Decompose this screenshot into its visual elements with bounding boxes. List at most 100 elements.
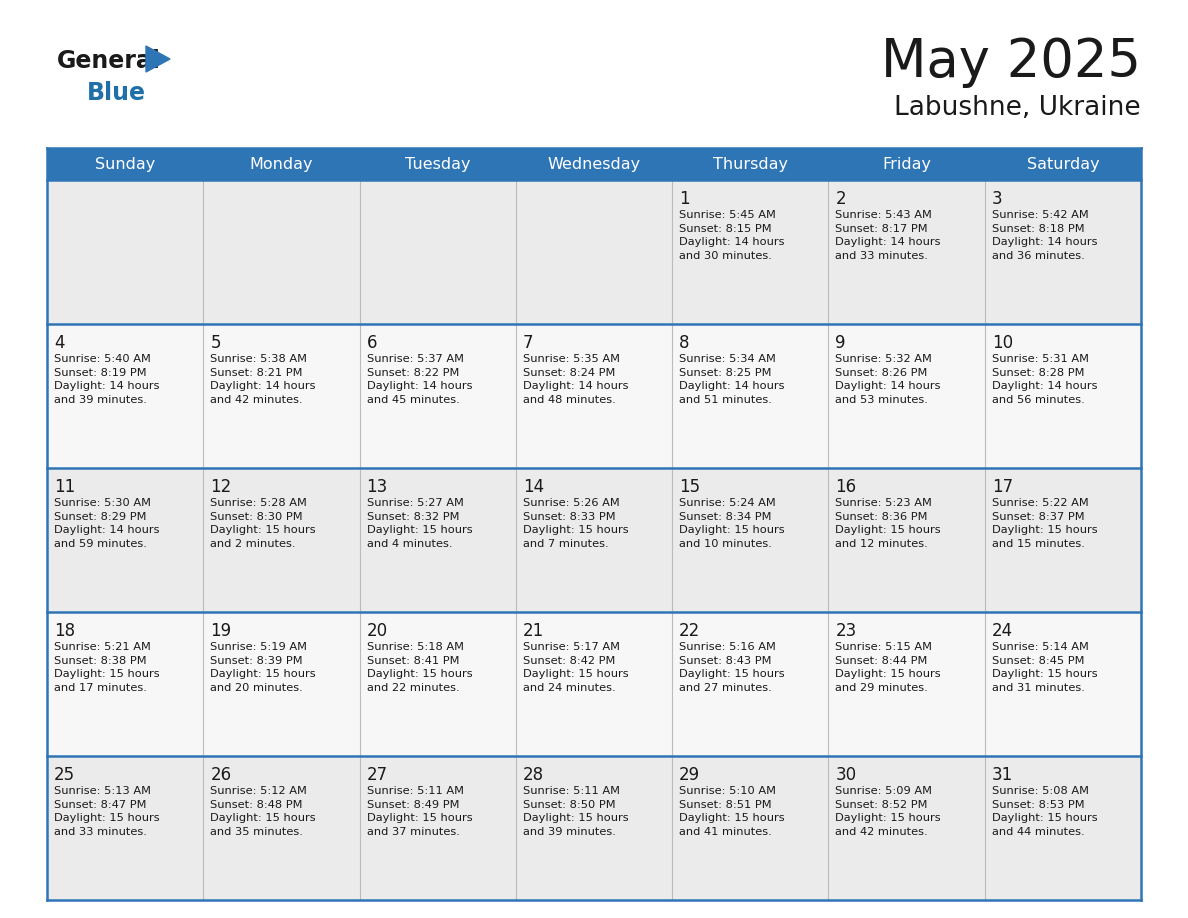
Text: 9: 9 [835, 334, 846, 352]
Bar [985, 148, 1140, 180]
Text: 27: 27 [367, 766, 387, 784]
Text: 19: 19 [210, 622, 232, 640]
Bar [48, 180, 203, 324]
Bar [828, 468, 985, 612]
Text: 8: 8 [680, 334, 690, 352]
Text: Sunrise: 5:08 AM
Sunset: 8:53 PM
Daylight: 15 hours
and 44 minutes.: Sunrise: 5:08 AM Sunset: 8:53 PM Dayligh… [992, 786, 1098, 837]
Text: 6: 6 [367, 334, 377, 352]
Polygon shape [146, 46, 170, 72]
Bar [828, 612, 985, 756]
Text: Monday: Monday [249, 156, 314, 172]
Text: Sunrise: 5:10 AM
Sunset: 8:51 PM
Daylight: 15 hours
and 41 minutes.: Sunrise: 5:10 AM Sunset: 8:51 PM Dayligh… [680, 786, 785, 837]
Text: 1: 1 [680, 190, 690, 208]
Bar [672, 468, 828, 612]
Text: 31: 31 [992, 766, 1013, 784]
Bar [360, 180, 516, 324]
Bar [48, 756, 203, 900]
Text: 12: 12 [210, 478, 232, 496]
Text: 24: 24 [992, 622, 1013, 640]
Bar [985, 756, 1140, 900]
Text: 7: 7 [523, 334, 533, 352]
Bar [985, 468, 1140, 612]
Bar [672, 148, 828, 180]
Text: Sunrise: 5:16 AM
Sunset: 8:43 PM
Daylight: 15 hours
and 27 minutes.: Sunrise: 5:16 AM Sunset: 8:43 PM Dayligh… [680, 642, 785, 693]
Text: Sunrise: 5:43 AM
Sunset: 8:17 PM
Daylight: 14 hours
and 33 minutes.: Sunrise: 5:43 AM Sunset: 8:17 PM Dayligh… [835, 210, 941, 261]
Text: Sunrise: 5:19 AM
Sunset: 8:39 PM
Daylight: 15 hours
and 20 minutes.: Sunrise: 5:19 AM Sunset: 8:39 PM Dayligh… [210, 642, 316, 693]
Text: Saturday: Saturday [1026, 156, 1099, 172]
Bar [360, 148, 516, 180]
Text: Sunrise: 5:11 AM
Sunset: 8:49 PM
Daylight: 15 hours
and 37 minutes.: Sunrise: 5:11 AM Sunset: 8:49 PM Dayligh… [367, 786, 472, 837]
Text: Sunrise: 5:31 AM
Sunset: 8:28 PM
Daylight: 14 hours
and 56 minutes.: Sunrise: 5:31 AM Sunset: 8:28 PM Dayligh… [992, 354, 1098, 405]
Bar [828, 324, 985, 468]
Text: Blue: Blue [87, 81, 146, 105]
Text: Sunrise: 5:45 AM
Sunset: 8:15 PM
Daylight: 14 hours
and 30 minutes.: Sunrise: 5:45 AM Sunset: 8:15 PM Dayligh… [680, 210, 784, 261]
Text: 17: 17 [992, 478, 1013, 496]
Text: Sunrise: 5:26 AM
Sunset: 8:33 PM
Daylight: 15 hours
and 7 minutes.: Sunrise: 5:26 AM Sunset: 8:33 PM Dayligh… [523, 498, 628, 549]
Bar [672, 612, 828, 756]
Text: Sunrise: 5:28 AM
Sunset: 8:30 PM
Daylight: 15 hours
and 2 minutes.: Sunrise: 5:28 AM Sunset: 8:30 PM Dayligh… [210, 498, 316, 549]
Text: Sunrise: 5:18 AM
Sunset: 8:41 PM
Daylight: 15 hours
and 22 minutes.: Sunrise: 5:18 AM Sunset: 8:41 PM Dayligh… [367, 642, 472, 693]
Bar [203, 324, 360, 468]
Bar [516, 756, 672, 900]
Text: Sunrise: 5:42 AM
Sunset: 8:18 PM
Daylight: 14 hours
and 36 minutes.: Sunrise: 5:42 AM Sunset: 8:18 PM Dayligh… [992, 210, 1098, 261]
Text: 20: 20 [367, 622, 387, 640]
Text: 26: 26 [210, 766, 232, 784]
Text: Sunrise: 5:17 AM
Sunset: 8:42 PM
Daylight: 15 hours
and 24 minutes.: Sunrise: 5:17 AM Sunset: 8:42 PM Dayligh… [523, 642, 628, 693]
Bar [203, 612, 360, 756]
Text: Sunrise: 5:27 AM
Sunset: 8:32 PM
Daylight: 15 hours
and 4 minutes.: Sunrise: 5:27 AM Sunset: 8:32 PM Dayligh… [367, 498, 472, 549]
Bar [360, 612, 516, 756]
Text: 11: 11 [53, 478, 75, 496]
Text: Wednesday: Wednesday [548, 156, 640, 172]
Text: Sunrise: 5:24 AM
Sunset: 8:34 PM
Daylight: 15 hours
and 10 minutes.: Sunrise: 5:24 AM Sunset: 8:34 PM Dayligh… [680, 498, 785, 549]
Bar [203, 180, 360, 324]
Text: Sunday: Sunday [95, 156, 156, 172]
Bar [985, 612, 1140, 756]
Bar [203, 148, 360, 180]
Bar [516, 468, 672, 612]
Bar [516, 324, 672, 468]
Text: 18: 18 [53, 622, 75, 640]
Text: 3: 3 [992, 190, 1003, 208]
Text: 25: 25 [53, 766, 75, 784]
Text: Sunrise: 5:35 AM
Sunset: 8:24 PM
Daylight: 14 hours
and 48 minutes.: Sunrise: 5:35 AM Sunset: 8:24 PM Dayligh… [523, 354, 628, 405]
Bar [985, 324, 1140, 468]
Bar [516, 148, 672, 180]
Bar [360, 468, 516, 612]
Bar [828, 148, 985, 180]
Text: 22: 22 [680, 622, 701, 640]
Text: Sunrise: 5:30 AM
Sunset: 8:29 PM
Daylight: 14 hours
and 59 minutes.: Sunrise: 5:30 AM Sunset: 8:29 PM Dayligh… [53, 498, 159, 549]
Bar [48, 468, 203, 612]
Text: 4: 4 [53, 334, 64, 352]
Text: Sunrise: 5:22 AM
Sunset: 8:37 PM
Daylight: 15 hours
and 15 minutes.: Sunrise: 5:22 AM Sunset: 8:37 PM Dayligh… [992, 498, 1098, 549]
Bar [985, 180, 1140, 324]
Text: General: General [57, 49, 160, 73]
Bar [360, 756, 516, 900]
Text: Sunrise: 5:38 AM
Sunset: 8:21 PM
Daylight: 14 hours
and 42 minutes.: Sunrise: 5:38 AM Sunset: 8:21 PM Dayligh… [210, 354, 316, 405]
Text: Sunrise: 5:14 AM
Sunset: 8:45 PM
Daylight: 15 hours
and 31 minutes.: Sunrise: 5:14 AM Sunset: 8:45 PM Dayligh… [992, 642, 1098, 693]
Bar [672, 180, 828, 324]
Text: 10: 10 [992, 334, 1013, 352]
Bar [828, 756, 985, 900]
Text: Sunrise: 5:13 AM
Sunset: 8:47 PM
Daylight: 15 hours
and 33 minutes.: Sunrise: 5:13 AM Sunset: 8:47 PM Dayligh… [53, 786, 159, 837]
Text: Friday: Friday [881, 156, 931, 172]
Text: Sunrise: 5:23 AM
Sunset: 8:36 PM
Daylight: 15 hours
and 12 minutes.: Sunrise: 5:23 AM Sunset: 8:36 PM Dayligh… [835, 498, 941, 549]
Bar [516, 180, 672, 324]
Text: 15: 15 [680, 478, 700, 496]
Text: 30: 30 [835, 766, 857, 784]
Text: 13: 13 [367, 478, 387, 496]
Text: Sunrise: 5:12 AM
Sunset: 8:48 PM
Daylight: 15 hours
and 35 minutes.: Sunrise: 5:12 AM Sunset: 8:48 PM Dayligh… [210, 786, 316, 837]
Text: Sunrise: 5:15 AM
Sunset: 8:44 PM
Daylight: 15 hours
and 29 minutes.: Sunrise: 5:15 AM Sunset: 8:44 PM Dayligh… [835, 642, 941, 693]
Bar [672, 324, 828, 468]
Text: 16: 16 [835, 478, 857, 496]
Bar [48, 324, 203, 468]
Text: 14: 14 [523, 478, 544, 496]
Text: 2: 2 [835, 190, 846, 208]
Text: Labushne, Ukraine: Labushne, Ukraine [895, 95, 1140, 121]
Text: Sunrise: 5:09 AM
Sunset: 8:52 PM
Daylight: 15 hours
and 42 minutes.: Sunrise: 5:09 AM Sunset: 8:52 PM Dayligh… [835, 786, 941, 837]
Bar [48, 148, 203, 180]
Bar [516, 612, 672, 756]
Text: Sunrise: 5:40 AM
Sunset: 8:19 PM
Daylight: 14 hours
and 39 minutes.: Sunrise: 5:40 AM Sunset: 8:19 PM Dayligh… [53, 354, 159, 405]
Text: Sunrise: 5:32 AM
Sunset: 8:26 PM
Daylight: 14 hours
and 53 minutes.: Sunrise: 5:32 AM Sunset: 8:26 PM Dayligh… [835, 354, 941, 405]
Text: Sunrise: 5:37 AM
Sunset: 8:22 PM
Daylight: 14 hours
and 45 minutes.: Sunrise: 5:37 AM Sunset: 8:22 PM Dayligh… [367, 354, 472, 405]
Bar [203, 756, 360, 900]
